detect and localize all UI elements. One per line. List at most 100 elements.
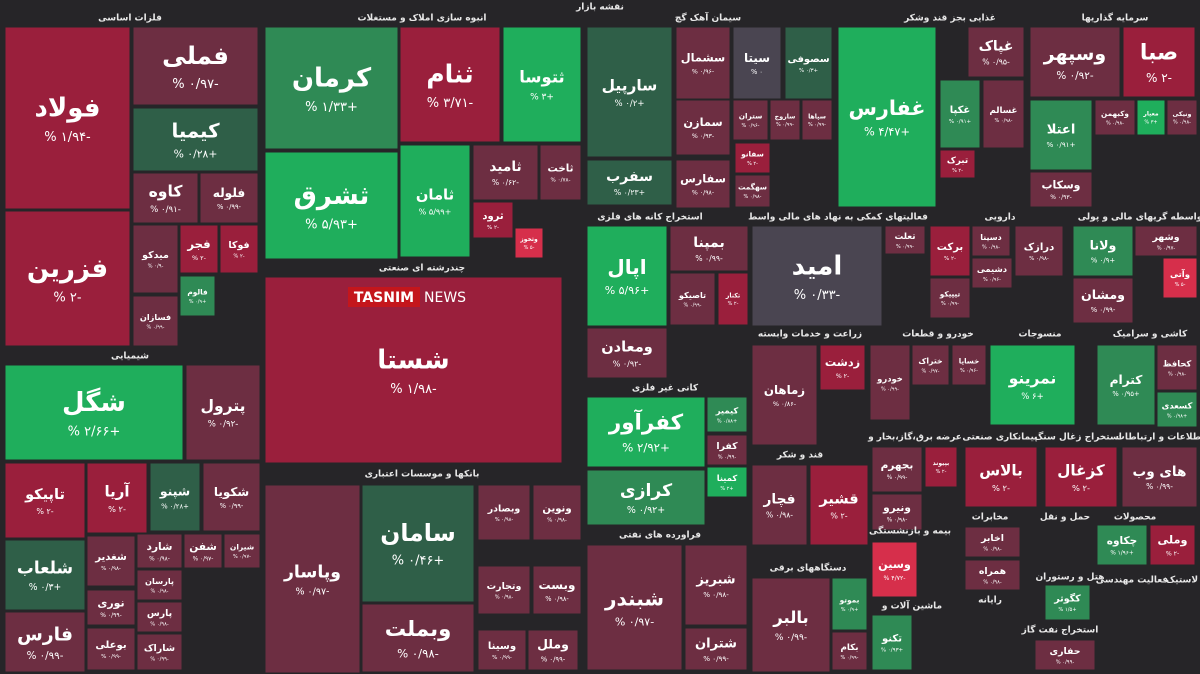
tile-value: % ۰/۷۸- [550, 178, 570, 184]
tile [472, 144, 539, 201]
tile-label: بمپنا [693, 235, 724, 251]
tile-label: دشیمی [977, 264, 1008, 274]
tile [751, 344, 818, 446]
tile-value: % ۲/۶۶+ [68, 425, 121, 440]
tile-label: سشمال [681, 51, 725, 65]
sector-label: عرضه برق،گاز،بخار و [867, 431, 962, 443]
tile-label: کرمان [292, 63, 372, 93]
tile [136, 633, 183, 671]
tile [132, 26, 259, 106]
tile-label: تعلت [894, 232, 915, 242]
tile-value: % ۲- [936, 469, 947, 475]
tile-value: % ۰/۹۸- [982, 245, 1000, 251]
tile [1029, 26, 1121, 98]
tile-label: تاپیکو [24, 487, 65, 503]
tile-value: % ۰/۹۲+ [627, 505, 665, 516]
tile-value: % ۵- [1175, 282, 1186, 288]
tile-value: % ۰/۹۸- [495, 517, 514, 523]
tile [132, 295, 179, 347]
tile [1096, 344, 1156, 426]
tile [929, 225, 971, 277]
tile-value: % ۰/۹۷- [615, 616, 654, 629]
tile-label: معیار [1142, 111, 1159, 118]
tile-label: ثنام [426, 59, 473, 88]
tile [514, 227, 544, 259]
tile [1072, 225, 1134, 277]
tile-value: % ۰/۹۹- [220, 502, 244, 510]
tile-value: % ۰/۹۷- [1157, 246, 1176, 252]
tile [264, 26, 399, 150]
tile [751, 464, 808, 546]
tile-label: بجهرم [881, 459, 914, 471]
tile-label: ونوین [542, 504, 571, 515]
tile [202, 462, 261, 532]
sector-label: استخراج نفت گاز [1021, 624, 1099, 636]
tile-value: % ۲- [747, 161, 758, 167]
tile-value: % ۲- [830, 511, 847, 520]
tile [734, 174, 771, 208]
tile [751, 577, 831, 673]
tile-label: شیران [230, 543, 254, 552]
tile-label: غکپا [950, 105, 970, 116]
tile [1072, 277, 1134, 324]
tile-value: % ۰/۹۸- [1106, 120, 1124, 126]
tile-label: وسکاب [1042, 178, 1081, 191]
tile-value: % ۰/۹۹- [775, 633, 807, 643]
tile-label: حفاری [1050, 646, 1081, 657]
tile-label: شکویا [214, 485, 249, 500]
sector-label: مخابرات [972, 513, 1009, 523]
sector-label: خودرو و قطعات [902, 330, 974, 340]
tile-label: سفانو [740, 150, 764, 159]
tile-label: شتران [695, 636, 737, 651]
tile [964, 446, 1038, 508]
tile-value: % ۲- [1146, 71, 1172, 85]
tile-label: شبریز [695, 572, 735, 587]
tile [86, 627, 136, 671]
tile [264, 484, 361, 674]
tile [179, 275, 216, 317]
tile-value: % ۳+ [1144, 120, 1157, 126]
tile-value: % ۰/۹۸- [151, 589, 169, 595]
tile-label: کیمیر [715, 406, 739, 417]
tile-value: % ۰/۹۹- [1146, 482, 1173, 491]
tile [149, 462, 201, 532]
tile-label: کسعدی [1162, 401, 1193, 411]
tile-label: وشهر [1151, 232, 1179, 243]
tile-label: سیتا [744, 51, 770, 65]
tile-label: پارسان [145, 576, 174, 587]
tile-label: فجر [186, 237, 210, 252]
tile [132, 172, 199, 224]
tile [264, 276, 563, 464]
tile-value: % ۰/۹۹- [896, 244, 914, 250]
watermark-brand: TASNIM [354, 290, 414, 306]
tile-label: وبصادر [487, 503, 521, 514]
tile-label: درازک [1024, 242, 1055, 253]
tile [264, 151, 399, 260]
tile-label: فملی [162, 41, 229, 70]
tile [586, 469, 706, 526]
tile [1121, 446, 1198, 508]
tile-value: % ۲- [192, 254, 206, 262]
tile [199, 172, 259, 224]
tile [869, 344, 911, 421]
tile-value: % ۰/۹۷- [193, 556, 214, 562]
tile-value: % ۰/۹۹- [703, 654, 729, 663]
tile-label: همراه [979, 566, 1006, 577]
tile-label: تکنار [725, 293, 741, 300]
tile-label: تکنو [881, 634, 902, 645]
tile [1044, 446, 1118, 508]
tile-value: % ۰/۹۵+ [1112, 390, 1139, 398]
tile-value: % ۰/۹+ [1091, 256, 1116, 264]
tile-value: % ۲+ [720, 486, 733, 492]
tile-label: تاصیکو [678, 290, 706, 301]
tile-label: خساپا [959, 357, 979, 366]
tile-value: % ۲- [836, 373, 849, 380]
tile-label: آریا [104, 483, 130, 501]
tile [1136, 99, 1166, 136]
tile-label: شفن [189, 540, 217, 553]
tile-value: % ۰/۹۹- [718, 455, 737, 461]
tile-value: % ۰/۹۸- [101, 566, 121, 572]
tile [1134, 225, 1198, 257]
tile [1122, 26, 1196, 98]
sector-label: سرمایه گذاریها [1082, 12, 1149, 24]
